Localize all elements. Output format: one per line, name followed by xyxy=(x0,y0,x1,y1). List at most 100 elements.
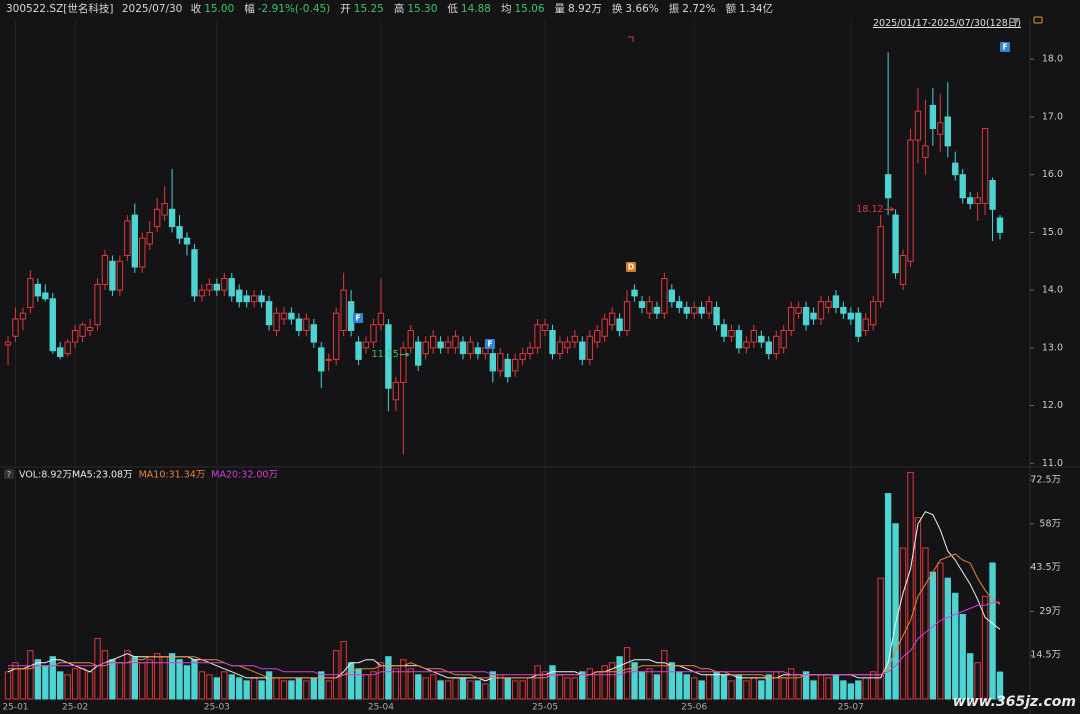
event-marker-label: F xyxy=(487,340,492,349)
candle-body xyxy=(653,306,661,314)
volume-bar xyxy=(825,677,832,700)
quote-label: 幅 xyxy=(244,3,255,15)
x-tick-label: 25-06 xyxy=(681,703,707,713)
volume-bar xyxy=(400,659,407,700)
volume-bar xyxy=(377,662,385,700)
candle-body xyxy=(295,318,303,332)
candle-body xyxy=(840,306,847,314)
candle-body xyxy=(743,341,750,349)
price-annotation: 11.15 xyxy=(372,349,399,360)
candle-body xyxy=(243,295,250,303)
volume-bar xyxy=(79,668,86,700)
candle-body xyxy=(474,347,482,355)
candle-body xyxy=(168,208,176,228)
candle-body xyxy=(579,341,586,360)
candle-body xyxy=(355,341,362,360)
event-marker xyxy=(485,339,495,349)
quote-value: -2.91%(-0.45) xyxy=(257,3,331,15)
quote-item: 高 15.30 xyxy=(394,3,443,15)
volume-bar xyxy=(489,671,496,700)
quote-item: 均 15.06 xyxy=(501,3,550,15)
volume-bar xyxy=(116,662,124,700)
candle-body xyxy=(855,312,862,337)
volume-bar xyxy=(653,674,661,700)
candle-body xyxy=(504,358,511,378)
candle-body xyxy=(594,330,601,343)
candle-body xyxy=(631,289,638,297)
candle-body xyxy=(459,341,467,355)
lock-icon[interactable] xyxy=(1033,16,1043,24)
candle-body xyxy=(713,306,720,326)
candle-body xyxy=(429,335,437,349)
volume-bar xyxy=(526,677,534,700)
volume-bar xyxy=(497,674,504,700)
volume-bar xyxy=(892,523,899,700)
volume-bar xyxy=(907,471,914,700)
volume-bar xyxy=(504,677,511,700)
candle-body xyxy=(870,301,877,326)
volume-bar xyxy=(153,653,161,700)
volume-bar xyxy=(474,680,482,700)
volume-bar xyxy=(795,674,802,700)
candle-body xyxy=(452,335,459,349)
dropdown-icon[interactable] xyxy=(1012,18,1020,24)
candle-body xyxy=(4,341,12,346)
candle-body xyxy=(27,278,34,308)
candle-body xyxy=(601,318,608,337)
volume-bar xyxy=(64,674,71,700)
quote-value: 3.66% xyxy=(625,3,659,15)
volume-bar xyxy=(325,680,332,700)
volume-bar xyxy=(780,677,787,700)
candle-body xyxy=(765,341,772,355)
y-tick-label: 43.5万 xyxy=(1030,562,1061,573)
candle-body xyxy=(34,283,42,297)
quote-item: 低 14.88 xyxy=(447,3,496,15)
volume-bar xyxy=(713,671,720,700)
candle-body xyxy=(877,226,884,303)
quote-label: 换 xyxy=(611,3,623,15)
candle-body xyxy=(646,301,653,314)
candle-body xyxy=(437,341,444,349)
candle-body xyxy=(250,295,258,303)
volume-bar xyxy=(586,668,593,700)
volume-bar xyxy=(213,677,221,700)
quote-value: 8.92万 xyxy=(568,3,602,15)
candle-body xyxy=(258,295,265,303)
x-tick-label: 25-01 xyxy=(2,703,28,713)
volume-bar xyxy=(355,668,362,700)
x-tick-label: 25-07 xyxy=(838,703,864,713)
candle-body xyxy=(71,330,79,343)
volume-bar xyxy=(303,680,310,700)
legend-entry: MA10:31.34万 xyxy=(139,470,206,481)
quote-label: 均 xyxy=(500,3,512,15)
candle-body xyxy=(795,306,802,314)
volume-bar xyxy=(631,662,638,700)
event-marker xyxy=(353,313,363,323)
volume-bar xyxy=(862,677,869,700)
volume-bar xyxy=(735,674,743,700)
flag-icon xyxy=(628,36,634,42)
volume-bar xyxy=(243,680,250,700)
help-icon[interactable] xyxy=(4,469,14,479)
volume-bar xyxy=(899,547,907,700)
quote-value: 14.88 xyxy=(460,3,491,15)
candle-body xyxy=(42,292,49,300)
volume-bar xyxy=(265,671,273,700)
volume-bar xyxy=(914,517,922,700)
volume-bar xyxy=(71,668,79,700)
event-marker xyxy=(1000,42,1010,52)
range-selector[interactable]: 2025/01/17-2025/07/30(128日) xyxy=(873,18,1021,29)
volume-bar xyxy=(362,674,370,700)
candle-body xyxy=(362,341,370,349)
candle-body xyxy=(161,203,168,216)
candle-body xyxy=(810,312,817,320)
volume-bar xyxy=(922,547,929,700)
volume-bar xyxy=(221,671,228,700)
volume-bar xyxy=(646,668,653,700)
candle-body xyxy=(467,341,474,355)
volume-bar xyxy=(832,674,840,700)
volume-bar xyxy=(720,674,728,700)
candle-body xyxy=(959,174,966,199)
